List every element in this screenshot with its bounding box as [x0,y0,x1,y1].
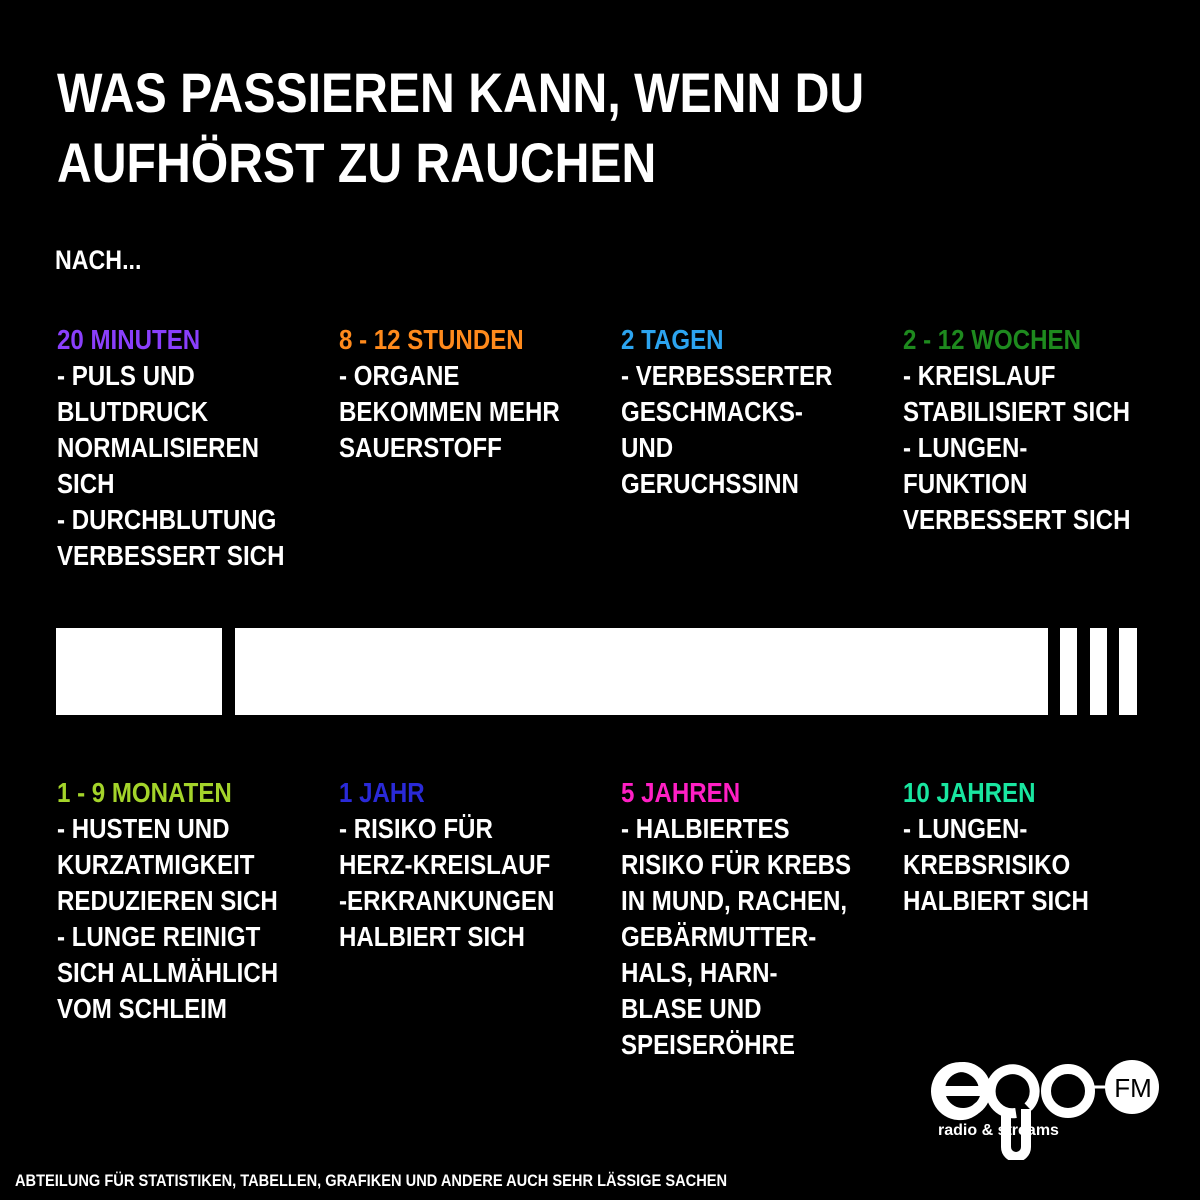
milestone-text-line: SPEISERÖHRE [621,1029,795,1060]
milestone-text-line: UND [621,432,674,463]
milestone-text-line: - VERBESSERTER [621,360,833,391]
milestone-text-line: SICH ALLMÄHLICH [57,957,279,988]
egofm-logo: FM radio & streams [930,1055,1165,1162]
cigarette-filter [56,628,222,715]
milestone-text-line: VERBESSERT SICH [57,540,285,571]
milestone-text-line: VERBESSERT SICH [903,504,1131,535]
milestone-10-jahren: 10 JAHREN - LUNGEN- KREBSRISIKO HALBIERT SI… [903,775,1200,919]
milestone-20-minuten: 20 MINUTEN - PULS UND BLUTDRUCK NORMALISIER… [57,322,357,574]
milestone-5-jahren: 5 JAHREN - HALBIERTES RISIKO FÜR KREBS IN M… [621,775,921,1063]
milestone-8-12-stunden: 8 - 12 STUNDEN - ORGANE BEKOMMEN MEHR SAUER… [339,322,639,466]
milestone-text-line: SAUERSTOFF [339,432,502,463]
milestone-text-line: HALS, HARN- [621,957,778,988]
milestone-text-line: -ERKRANKUNGEN [339,885,555,916]
milestone-text-line: FUNKTION [903,468,1028,499]
cigarette-body [235,628,1048,715]
milestone-1-9-monaten: 1 - 9 MONATEN - HUSTEN UND KURZATMIGKEIT RE… [57,775,357,1027]
milestone-text-line: HALBIERT SICH [903,885,1089,916]
milestone-2-tagen: 2 TAGEN - VERBESSERTER GESCHMACKS- UND GERUC… [621,322,921,502]
milestone-text-line: - LUNGEN- [903,432,1028,463]
milestone-text-line: - HALBIERTES [621,813,790,844]
page-title-line-2: AUFHÖRST ZU RAUCHEN [57,131,657,194]
cigarette-stripe-3 [1119,628,1137,715]
footer-text: ABTEILUNG FÜR STATISTIKEN, TABELLEN, GRA… [15,1171,728,1190]
milestone-heading: 5 JAHREN [621,777,741,808]
egofm-logo-mark: FM [931,1060,1159,1162]
milestone-text-line: - HUSTEN UND [57,813,230,844]
milestone-text-line: SICH [57,468,115,499]
milestone-text-line: KREBSRISIKO [903,849,1071,880]
milestone-1-jahr: 1 JAHR - RISIKO FÜR HERZ-KREISLAUF -ERKRANK… [339,775,639,955]
egofm-logo-suffix: FM [1114,1073,1152,1103]
milestone-text-line: STABILISIERT SICH [903,396,1130,427]
milestone-text-line: BLUTDRUCK [57,396,209,427]
cigarette-stripe-1 [1060,628,1077,715]
milestone-text-line: - LUNGE REINIGT [57,921,261,952]
milestone-text-line: KURZATMIGKEIT [57,849,255,880]
milestone-text-line: BEKOMMEN MEHR [339,396,560,427]
milestone-text-line: IN MUND, RACHEN, [621,885,848,916]
milestone-text-line: HERZ-KREISLAUF [339,849,551,880]
milestone-heading: 2 - 12 WOCHEN [903,324,1081,355]
logo-tagline: radio & streams [938,1122,1059,1139]
milestone-heading: 1 - 9 MONATEN [57,777,232,808]
milestone-text-line: - ORGANE [339,360,460,391]
milestone-text-line: NORMALISIEREN [57,432,260,463]
milestone-text-line: - LUNGEN- [903,813,1028,844]
milestone-heading: 20 MINUTEN [57,324,201,355]
milestone-text-line: RISIKO FÜR KREBS [621,849,852,880]
page-title: WAS PASSIEREN KANN, WENN DU AUFHÖRST ZU … [57,58,1003,198]
milestone-text-line: REDUZIEREN SICH [57,885,278,916]
intro-label: NACH... [55,245,142,275]
milestone-heading: 2 TAGEN [621,324,724,355]
milestone-heading: 1 JAHR [339,777,425,808]
milestone-heading: 10 JAHREN [903,777,1036,808]
milestone-text-line: - KREISLAUF [903,360,1056,391]
milestone-text-line: - DURCHBLUTUNG [57,504,277,535]
milestone-text-line: GESCHMACKS- [621,396,803,427]
milestone-text-line: GEBÄRMUTTER- [621,921,817,952]
milestone-text-line: BLASE UND [621,993,762,1024]
milestone-heading: 8 - 12 STUNDEN [339,324,524,355]
milestone-2-12-wochen: 2 - 12 WOCHEN - KREISLAUF STABILISIERT SIC… [903,322,1200,538]
page-title-line-1: WAS PASSIEREN KANN, WENN DU [57,61,865,124]
milestone-text-line: GERUCHSSINN [621,468,799,499]
milestone-text-line: - RISIKO FÜR [339,813,493,844]
milestone-text-line: - PULS UND [57,360,195,391]
milestone-text-line: VOM SCHLEIM [57,993,227,1024]
cigarette-stripe-2 [1090,628,1107,715]
milestone-text-line: HALBIERT SICH [339,921,525,952]
